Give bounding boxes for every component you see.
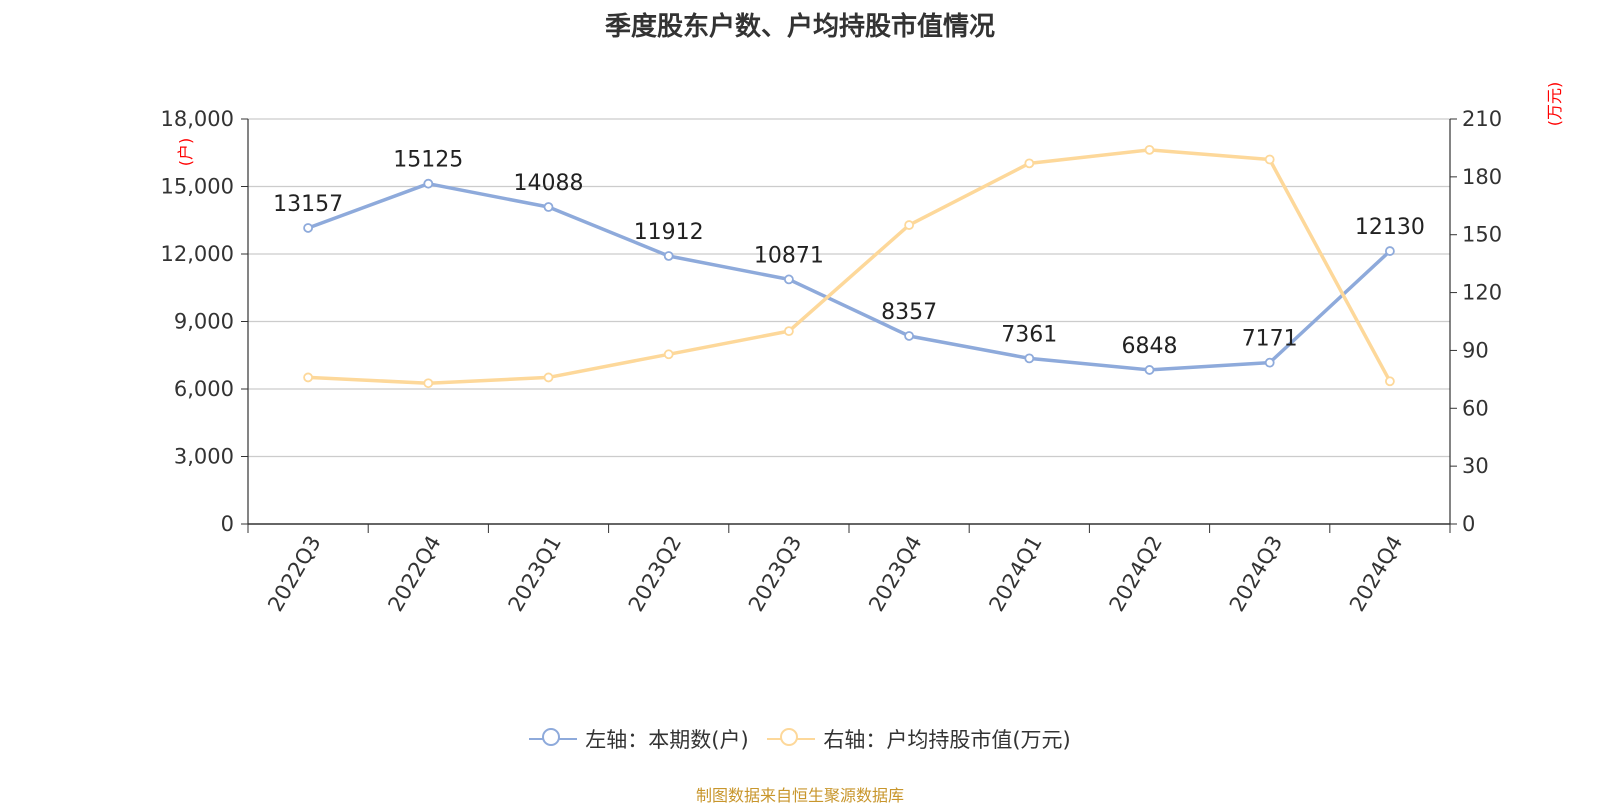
- right-tick-label: 210: [1462, 107, 1502, 131]
- x-axis-ticks: 2022Q3 2022Q4 2023Q1 2023Q2 2023Q3 2023Q4 2024…: [247, 524, 1451, 616]
- data-label: 8357: [881, 300, 937, 325]
- right-tick-label: 180: [1462, 165, 1502, 189]
- x-tick-label: 2022Q4: [383, 532, 445, 616]
- data-labels: 13157 15125 14088 11912 10871 8357 7361 6848 717…: [273, 148, 1425, 359]
- data-point-1: [423, 378, 434, 389]
- data-point-0: [423, 178, 434, 189]
- data-point-0: [543, 202, 554, 212]
- data-point-1: [303, 372, 314, 383]
- data-point-0: [1024, 353, 1035, 364]
- data-point-1: [904, 220, 914, 230]
- right-tick-label: 120: [1462, 281, 1502, 305]
- data-point-0: [663, 251, 674, 261]
- left-axis-ticks: 0 3,000 6,000 9,000 12,000 15,000 18,000: [161, 107, 248, 536]
- data-label: 7171: [1242, 327, 1298, 352]
- data-point-0: [1264, 357, 1275, 368]
- series-points: [303, 144, 1395, 389]
- legend-marker-avg-value: [767, 727, 816, 751]
- series-line-0: [307, 181, 1392, 372]
- data-point-0: [303, 223, 314, 233]
- data-point-1: [1024, 158, 1035, 169]
- x-tick-label: 2023Q1: [504, 532, 566, 616]
- right-tick-label: 30: [1462, 454, 1489, 478]
- left-tick-label: 12,000: [161, 242, 234, 266]
- left-axis-unit: (户): [176, 138, 195, 167]
- x-tick-label: 2022Q3: [263, 532, 325, 616]
- left-tick-label: 15,000: [161, 175, 234, 199]
- x-tick-label: 2024Q1: [984, 532, 1046, 616]
- data-label: 12130: [1355, 215, 1425, 240]
- right-axis-ticks: 0 30 60 90 120 150 180 210: [1450, 107, 1502, 536]
- legend-item-avg-value[interactable]: 右轴：户均持股市值(万元): [767, 724, 1071, 754]
- data-label: 13157: [273, 192, 343, 217]
- x-tick-label: 2023Q3: [744, 532, 806, 616]
- right-tick-label: 150: [1462, 223, 1502, 247]
- left-tick-label: 18,000: [161, 107, 234, 131]
- x-tick-label: 2024Q2: [1105, 532, 1167, 616]
- x-tick-label: 2023Q4: [864, 532, 926, 616]
- right-tick-label: 0: [1462, 512, 1475, 536]
- right-axis-unit: (万元): [1545, 82, 1564, 127]
- data-label: 11912: [634, 220, 704, 245]
- data-point-0: [904, 331, 914, 341]
- data-point-1: [663, 349, 674, 360]
- data-point-0: [784, 274, 794, 285]
- data-point-1: [543, 372, 554, 383]
- data-label: 15125: [393, 148, 463, 173]
- data-point-1: [1264, 154, 1275, 165]
- data-label: 14088: [514, 171, 584, 196]
- source-note: 制图数据来自恒生聚源数据库: [695, 786, 904, 805]
- series-lines: [307, 148, 1392, 385]
- data-point-1: [784, 326, 794, 337]
- right-tick-label: 90: [1462, 338, 1489, 362]
- data-label: 7361: [1001, 322, 1057, 347]
- data-label: 10871: [754, 243, 824, 268]
- left-tick-label: 9,000: [174, 310, 234, 334]
- legend-item-holders[interactable]: 左轴：本期数(户): [529, 724, 749, 754]
- legend: 左轴：本期数(户) 右轴：户均持股市值(万元): [0, 724, 1600, 756]
- legend-marker-holders: [529, 727, 578, 751]
- right-tick-label: 60: [1462, 396, 1489, 420]
- legend-label-avg-value: 右轴：户均持股市值(万元): [823, 728, 1071, 752]
- left-tick-label: 6,000: [174, 377, 234, 401]
- left-tick-label: 0: [221, 512, 234, 536]
- x-tick-label: 2024Q4: [1345, 532, 1407, 616]
- data-point-1: [1385, 376, 1395, 387]
- data-point-1: [1144, 144, 1155, 155]
- chart-title: 季度股东户数、户均持股市值情况: [604, 12, 995, 42]
- data-point-0: [1144, 365, 1155, 375]
- x-tick-label: 2023Q2: [624, 532, 686, 616]
- series-line-1: [308, 148, 1392, 385]
- left-tick-label: 3,000: [174, 445, 234, 469]
- gridlines: [248, 118, 1450, 458]
- legend-label-holders: 左轴：本期数(户): [585, 728, 749, 752]
- data-label: 6848: [1122, 334, 1178, 359]
- x-tick-label: 2024Q3: [1225, 532, 1287, 616]
- data-point-0: [1385, 246, 1395, 256]
